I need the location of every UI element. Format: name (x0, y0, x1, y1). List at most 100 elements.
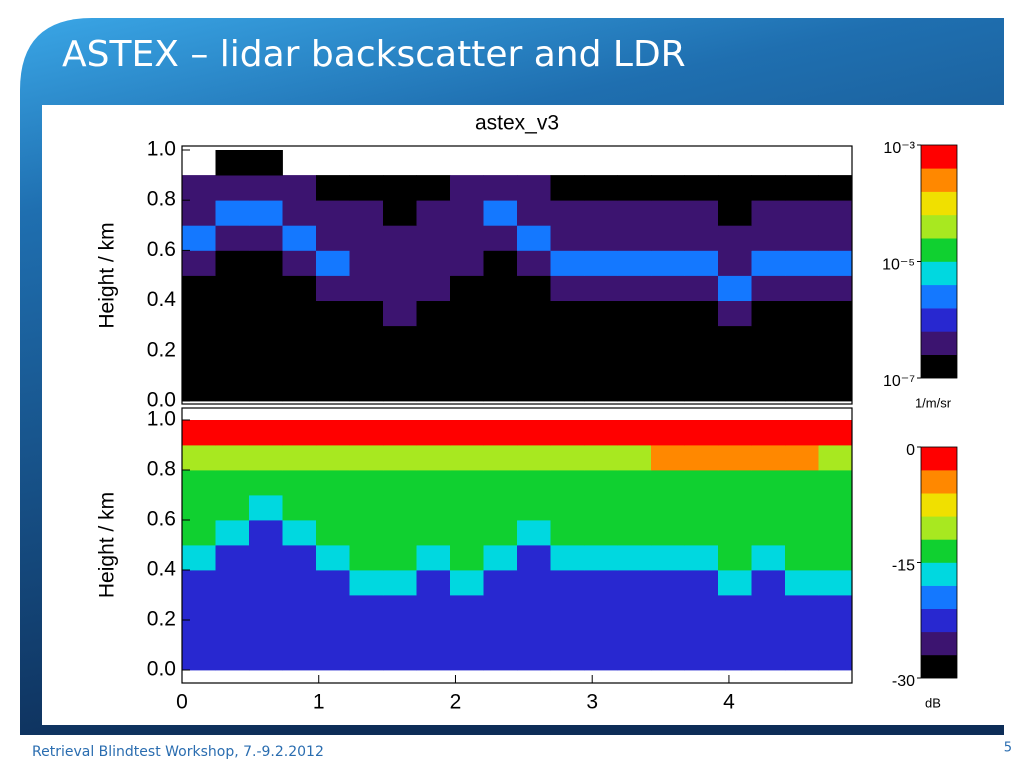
heatmap-cell (785, 250, 819, 276)
heatmap-cell (416, 325, 451, 352)
heatmap-cell (416, 620, 451, 646)
heatmap-cell (584, 200, 618, 226)
heatmap-cell (584, 275, 618, 301)
heatmap-cell (249, 570, 283, 596)
heatmap-cell (416, 275, 451, 301)
heatmap-cell (316, 350, 350, 377)
heatmap-cell (751, 595, 786, 621)
colorbar-label: 1/m/sr (915, 395, 952, 410)
heatmap-cell (651, 495, 685, 521)
heatmap-cell (182, 620, 216, 646)
heatmap-cell (651, 275, 685, 301)
heatmap-cell (416, 595, 451, 621)
heatmap-cell (818, 250, 853, 276)
heatmap-cell (483, 200, 518, 226)
heatmap-cell (316, 225, 350, 251)
heatmap-cell (249, 520, 283, 546)
heatmap-cell (617, 445, 652, 471)
heatmap-cell (483, 225, 518, 251)
heatmap-cell (751, 420, 786, 446)
heatmap-cell (483, 495, 518, 521)
heatmap-cell (818, 545, 853, 571)
colorbar-swatch (921, 631, 957, 656)
heatmap-cell (584, 445, 618, 471)
heatmap-cell (450, 495, 484, 521)
heatmap-cell (282, 200, 317, 226)
heatmap-cell (282, 495, 317, 521)
heatmap-cell (550, 325, 585, 352)
heatmap-cell (718, 300, 752, 327)
heatmap-cell (282, 520, 317, 546)
heatmap-cell (818, 275, 853, 301)
heatmap-cell (349, 250, 384, 276)
heatmap-cell (215, 275, 250, 301)
x-tick-label: 3 (586, 691, 598, 714)
heatmap-cell (282, 325, 317, 352)
heatmap-cell (483, 445, 518, 471)
heatmap-cell (316, 570, 350, 596)
heatmap-cell (282, 225, 317, 251)
heatmap-cell (349, 495, 384, 521)
heatmap-cell (383, 250, 417, 276)
heatmap-cell (383, 620, 417, 646)
heatmap-cell (651, 520, 685, 546)
heatmap-cell (751, 520, 786, 546)
heatmap-cell (316, 595, 350, 621)
heatmap-cell (785, 470, 819, 496)
heatmap-cell (215, 350, 250, 377)
heatmap-cell (584, 495, 618, 521)
heatmap-cell (215, 495, 250, 521)
heatmap-cell (651, 595, 685, 621)
heatmap-cell (450, 595, 484, 621)
heatmap-cell (617, 350, 652, 377)
heatmap-cell (651, 620, 685, 646)
heatmap-cell (785, 620, 819, 646)
heatmap-cell (517, 225, 551, 251)
heatmap-cell (249, 300, 283, 327)
heatmap-cell (751, 175, 786, 201)
colorbar-swatch (921, 261, 957, 286)
x-tick-label: 2 (450, 691, 462, 714)
heatmap-cell (249, 150, 283, 176)
heatmap-cell (684, 300, 719, 327)
plot-frame (181, 145, 853, 405)
heatmap-cell (182, 300, 216, 327)
colorbar-tick-label: 10⁻⁵ (882, 257, 915, 274)
x-tick-label: 1 (313, 691, 325, 714)
heatmap-cell (182, 645, 216, 671)
heatmap-cell (215, 325, 250, 352)
heatmap-cell (249, 470, 283, 496)
heatmap-cell (718, 200, 752, 226)
heatmap-cell (249, 275, 283, 301)
heatmap-cell (751, 200, 786, 226)
colorbar-swatch (921, 191, 957, 216)
heatmap-cell (517, 520, 551, 546)
colorbar-swatch (921, 516, 957, 540)
heatmap-cell (450, 200, 484, 226)
heatmap-cell (550, 620, 585, 646)
plot-title: astex_v3 (475, 112, 559, 135)
y-tick-label: 1.0 (147, 138, 176, 161)
heatmap-cell (517, 595, 551, 621)
heatmap-cell (316, 250, 350, 276)
heatmap-cell (383, 495, 417, 521)
footer: Retrieval Blindtest Workshop, 7.-9.2.201… (32, 744, 324, 760)
heatmap-cell (316, 200, 350, 226)
heatmap-cell (651, 445, 685, 471)
heatmap-cell (718, 445, 752, 471)
slide-title: ASTEX – lidar backscatter and LDR (62, 34, 686, 75)
heatmap-cell (751, 495, 786, 521)
colorbar-swatch (921, 168, 957, 192)
heatmap-cell (383, 300, 417, 327)
heatmap-cell (483, 250, 518, 276)
colorbar-swatch (921, 562, 957, 586)
heatmap-cell (282, 445, 317, 471)
heatmap-cell (416, 495, 451, 521)
heatmap-cell (617, 375, 652, 402)
heatmap-cell (785, 225, 819, 251)
heatmap-cell (182, 445, 216, 471)
heatmap-cell (718, 325, 752, 352)
heatmap-cell (249, 495, 283, 521)
